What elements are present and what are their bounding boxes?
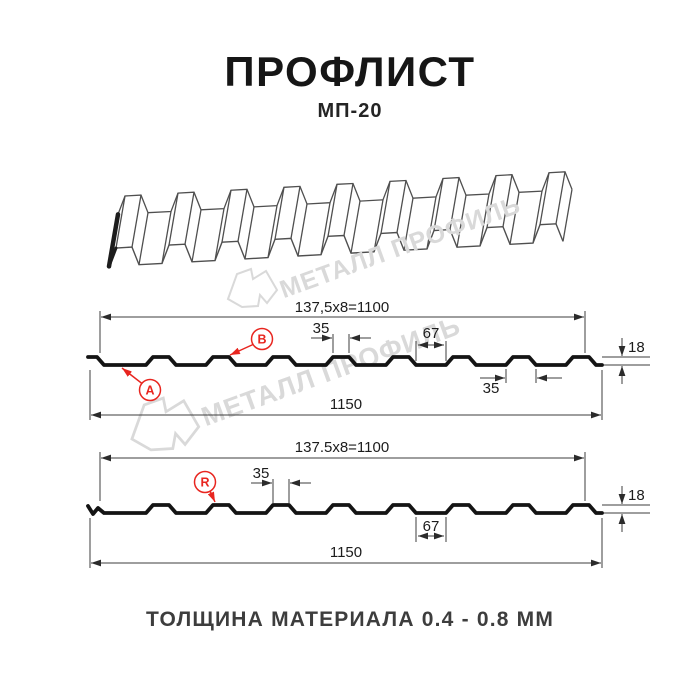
dim-label-rib-top: 35 (313, 320, 330, 337)
callout-a-label: A (145, 384, 154, 398)
dim-label-pitch-bottom: 137.5x8=1100 (295, 439, 389, 456)
dim-label-overall-width: 1150 (330, 396, 362, 413)
sheet-cut-edge (106, 212, 121, 269)
callout-r (193, 470, 217, 503)
callout-b-label: B (257, 333, 266, 347)
profile-model-subtitle: МП-20 (317, 100, 383, 122)
dim-rib-top (251, 479, 311, 503)
dim-label-overall-width: 1150 (330, 544, 362, 561)
corrugated-sheet-3d-sketch (106, 171, 573, 269)
sheet-cut-edge (107, 246, 118, 268)
callout-a (121, 367, 162, 402)
dim-rib-top (311, 334, 371, 353)
sheet-back-edge (117, 171, 573, 215)
dim-flat (415, 517, 447, 542)
drawing-top-profile (89, 311, 650, 420)
dim-overall-width (89, 518, 603, 568)
material-thickness-note: ТОЛЩИНА МАТЕРИАЛА 0.4 - 0.8 ММ (145, 608, 555, 631)
dim-height (602, 338, 650, 384)
dim-label-flat: 67 (423, 518, 440, 535)
dim-label-pitch-top: 137,5x8=1100 (295, 299, 389, 316)
dim-flat (415, 341, 447, 361)
dim-rib-bottom (480, 369, 562, 383)
dim-label-rib-bottom: 35 (483, 380, 500, 397)
page-title: ПРОФЛИСТ (224, 48, 476, 95)
metall-profil-logo-icon (226, 267, 279, 309)
profile-line-bottom (86, 503, 604, 516)
profile-line-top (86, 355, 604, 367)
dim-label-height: 18 (628, 487, 645, 504)
sheet-front-edge (108, 223, 564, 267)
dim-label-flat: 67 (423, 325, 440, 342)
callout-r-label: R (200, 476, 209, 490)
callout-b (229, 327, 274, 356)
dim-pitch-bottom (99, 452, 586, 501)
dim-label-rib-top: 35 (253, 465, 270, 482)
sheet-fold-lines (108, 171, 573, 267)
profile-cross-section-drawings: 137,5x8=1100 35 67 35 18 1150 A B (86, 299, 650, 568)
dim-overall-width (89, 370, 603, 420)
metall-profil-logo-icon (130, 396, 201, 452)
dim-pitch-top (99, 311, 586, 353)
dim-label-height: 18 (628, 339, 645, 356)
drawing-bottom-profile (89, 452, 650, 568)
dim-height (602, 486, 650, 532)
